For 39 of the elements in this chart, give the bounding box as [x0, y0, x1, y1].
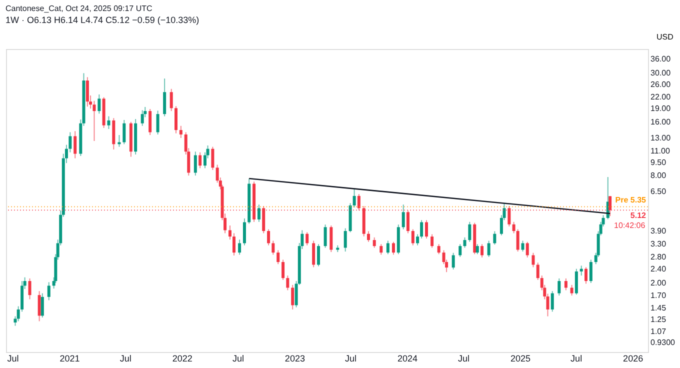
- y-tick-label: 2.80: [650, 252, 667, 262]
- y-tick-label: 16.00: [650, 117, 672, 126]
- y-tick-label: 3.90: [650, 226, 667, 236]
- annotation: 10:42:06: [614, 221, 646, 230]
- y-tick-label: 36.00: [650, 54, 672, 64]
- x-tick-label: 2025: [510, 354, 530, 364]
- y-tick-label: 8.00: [650, 171, 667, 180]
- y-tick-label: 30.00: [650, 68, 672, 78]
- y-tick-label: 1.45: [650, 303, 667, 312]
- x-tick-label: 2023: [284, 354, 305, 364]
- y-tick-label: 6.50: [650, 187, 667, 196]
- y-tick-label: 2.40: [650, 264, 667, 274]
- ref-line-label: 5.12: [630, 211, 647, 220]
- y-tick-label: 13.00: [650, 133, 672, 142]
- x-tick-label: Jul: [7, 354, 19, 364]
- x-tick-label: 2024: [398, 354, 418, 364]
- y-tick-label: 22.00: [650, 92, 672, 102]
- x-tick-label: 2026: [623, 354, 644, 364]
- y-tick-label: 1.07: [650, 326, 667, 336]
- y-tick-label: 26.00: [650, 80, 672, 89]
- y-tick-label: 11.00: [650, 146, 670, 156]
- x-tick-label: 2021: [60, 354, 80, 364]
- y-tick-label: 9.50: [650, 158, 667, 167]
- x-tick-label: Jul: [120, 354, 132, 364]
- y-tick-label: 3.30: [650, 240, 667, 249]
- x-tick-label: Jul: [232, 354, 244, 364]
- y-tick-label: 19.00: [650, 104, 672, 114]
- y-tick-label: 0.9300: [650, 338, 676, 347]
- y-tick-label: 2.00: [650, 278, 667, 288]
- x-tick-label: Jul: [570, 354, 582, 364]
- ref-line-label: Pre 5.35: [615, 196, 647, 205]
- y-tick-label: 1.70: [650, 291, 667, 300]
- chart-title: 1W · O6.13 H6.14 L4.74 C5.12 −0.59 (−10.33%): [6, 15, 200, 25]
- y-tick-label: 1.25: [650, 314, 667, 324]
- x-tick-label: Jul: [458, 354, 470, 364]
- x-tick-label: 2022: [172, 354, 192, 364]
- x-tick-label: Jul: [345, 354, 357, 364]
- y-axis-title: USD: [656, 32, 674, 42]
- text: Cantonese_Cat, Oct 24, 2025 09:17 UTC: [6, 4, 152, 13]
